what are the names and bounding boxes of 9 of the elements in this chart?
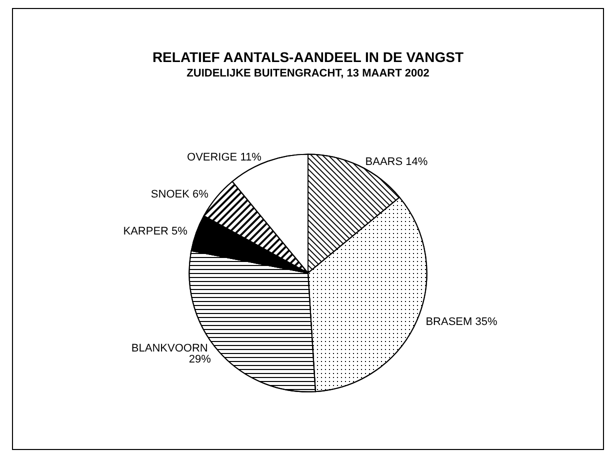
slice-label: SNOEK 6%: [150, 188, 209, 201]
chart-subtitle: ZUIDELIJKE BUITENGRACHT, 13 MAART 2002: [186, 68, 430, 80]
data-label: 29%: [188, 354, 212, 366]
slice-label: BLANKVOORN: [131, 342, 211, 355]
slice-label: BAARS 14%: [365, 156, 428, 168]
slice-label: KARPER 5%: [123, 225, 188, 238]
slice-label: OVERIGE 11%: [187, 151, 262, 164]
slice-label: BRASEM 35%: [426, 316, 498, 328]
chart-title: RELATIEF AANTALS-AANDEEL IN DE VANGST: [152, 49, 464, 65]
